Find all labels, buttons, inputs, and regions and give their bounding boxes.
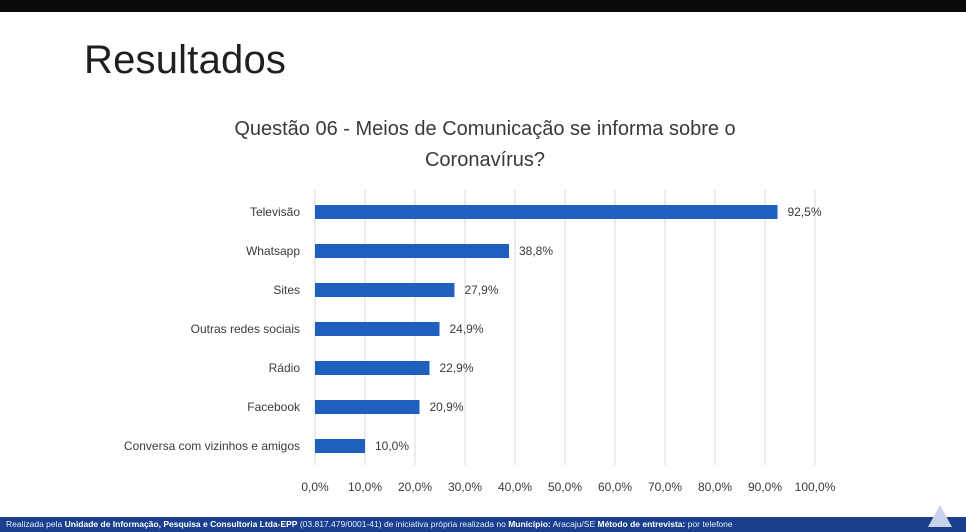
x-tick-label: 80,0% (698, 480, 732, 494)
x-tick-label: 60,0% (598, 480, 632, 494)
category-label: Rádio (269, 361, 301, 375)
bar (315, 322, 440, 336)
bar (315, 400, 420, 414)
x-tick-label: 10,0% (348, 480, 382, 494)
chart-title: Questão 06 - Meios de Comunicação se inf… (160, 114, 810, 176)
x-tick-label: 70,0% (648, 480, 682, 494)
category-label: Outras redes sociais (191, 322, 300, 336)
bar (315, 361, 430, 375)
data-label: 10,0% (375, 439, 409, 453)
bar-chart: 0,0% 10,0% 20,0% 30,0% 40,0% 50,0% 60,0% 70,0% 8… (124, 190, 836, 494)
top-bar (0, 0, 966, 12)
x-tick-label: 50,0% (548, 480, 582, 494)
footer-disclaimer: Realizada pela Unidade de Informação, Pe… (0, 517, 966, 532)
data-label: 27,9% (465, 283, 499, 297)
x-tick-label: 100,0% (795, 480, 836, 494)
x-tick-label: 90,0% (748, 480, 782, 494)
bar (315, 439, 365, 453)
chart-title-line-1: Questão 06 - Meios de Comunicação se inf… (234, 118, 736, 140)
data-label: 38,8% (519, 244, 553, 258)
footer-metodo-label: Método de entrevista: (597, 519, 686, 529)
data-label: 20,9% (430, 400, 464, 414)
category-label: Conversa com vizinhos e amigos (124, 439, 300, 453)
category-label: Whatsapp (246, 244, 300, 258)
slide-title: Resultados (84, 38, 287, 82)
footer-org: Unidade de Informação, Pesquisa e Consul… (64, 519, 298, 529)
bar (315, 205, 778, 219)
footer-prefix: Realizada pela (6, 519, 65, 529)
x-tick-label: 30,0% (448, 480, 482, 494)
broadcaster-logo-icon (928, 505, 952, 527)
data-label: 92,5% (788, 205, 822, 219)
footer-municipio-label: Município: (508, 519, 551, 529)
x-tick-label: 20,0% (398, 480, 432, 494)
data-label: 24,9% (450, 322, 484, 336)
footer-municipio: Aracaju/SE (550, 519, 598, 529)
category-label: Sites (273, 283, 300, 297)
footer-metodo: por telefone (685, 519, 733, 529)
category-label: Televisão (250, 205, 300, 219)
category-label: Facebook (247, 400, 301, 414)
chart-title-line-2: Coronavírus? (424, 149, 546, 171)
footer-mid: (03.817.479/0001-41) de iniciativa própr… (297, 519, 509, 529)
x-tick-label: 40,0% (498, 480, 532, 494)
data-label: 22,9% (440, 361, 474, 375)
x-tick-label: 0,0% (301, 480, 329, 494)
bar (315, 283, 455, 297)
bar (315, 244, 509, 258)
